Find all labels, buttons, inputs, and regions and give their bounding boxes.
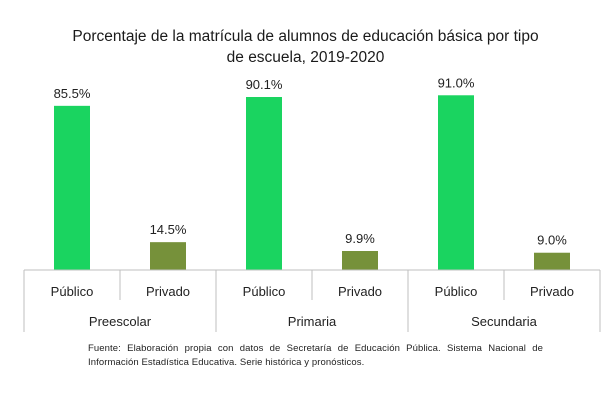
group-tick-label: Primaria bbox=[288, 314, 337, 329]
data-label: 14.5% bbox=[150, 222, 187, 237]
bar-pblico-2 bbox=[246, 97, 282, 271]
group-tick-label: Secundaria bbox=[471, 314, 538, 329]
category-tick-label: Público bbox=[243, 284, 286, 299]
data-label: 90.1% bbox=[246, 77, 283, 92]
chart-title-line2: de escuela, 2019-2020 bbox=[226, 49, 385, 66]
chart-title: Porcentaje de la matrícula de alumnos de… bbox=[40, 26, 571, 68]
bar-privado-3 bbox=[342, 250, 378, 270]
data-label: 9.9% bbox=[345, 231, 375, 246]
chart-title-line1: Porcentaje de la matrícula de alumnos de… bbox=[72, 28, 539, 45]
bar-privado-1 bbox=[150, 242, 186, 270]
bar-pblico-4 bbox=[438, 95, 474, 270]
category-tick-label: Privado bbox=[338, 284, 382, 299]
category-tick-label: Privado bbox=[146, 284, 190, 299]
source-note: Fuente: Elaboración propia con datos de … bbox=[88, 343, 543, 368]
bar-pblico-0 bbox=[54, 105, 90, 270]
category-tick-label: Público bbox=[51, 284, 94, 299]
category-tick-label: Público bbox=[435, 284, 478, 299]
group-tick-label: Preescolar bbox=[89, 314, 152, 329]
data-label: 9.0% bbox=[537, 233, 567, 248]
bar-privado-5 bbox=[534, 252, 570, 270]
category-tick-label: Privado bbox=[530, 284, 574, 299]
data-label: 91.0% bbox=[438, 75, 475, 90]
data-label: 85.5% bbox=[54, 86, 91, 101]
